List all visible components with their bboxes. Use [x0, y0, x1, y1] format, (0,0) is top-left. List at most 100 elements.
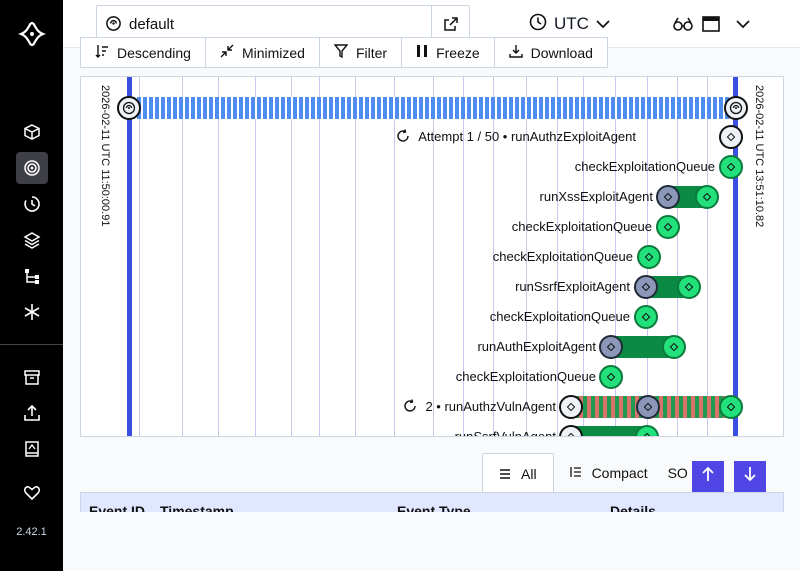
- event-label[interactable]: checkExploitationQueue: [575, 159, 715, 174]
- event-start-node[interactable]: [599, 335, 623, 359]
- freeze-button[interactable]: Freeze: [402, 38, 495, 67]
- diamond-icon: [684, 282, 694, 292]
- event-timeline: 2026-02-11 UTC 11:50:00.91 2026-02-11 UT…: [80, 76, 784, 437]
- scroll-down-button[interactable]: [734, 461, 766, 492]
- event-end-node[interactable]: [719, 125, 743, 149]
- diamond-icon: [669, 342, 679, 352]
- minimized-label: Minimized: [241, 44, 305, 61]
- compact-list-icon: [569, 465, 582, 481]
- timeline-gridline: [433, 77, 434, 436]
- download-icon: [508, 44, 523, 61]
- upload-icon[interactable]: [16, 397, 48, 429]
- layers-icon[interactable]: [16, 224, 48, 256]
- open-external-icon[interactable]: [431, 6, 469, 41]
- view-all-button[interactable]: All: [482, 453, 554, 493]
- event-label-text: checkExploitationQueue: [489, 309, 630, 324]
- diamond-icon: [726, 132, 736, 142]
- sort-descending-icon: [95, 44, 109, 61]
- event-label[interactable]: checkExploitationQueue: [493, 249, 633, 264]
- event-label-text: checkExploitationQueue: [511, 219, 652, 234]
- workflow-node-icon[interactable]: [724, 96, 748, 120]
- view-toggle: All Compact SO: [482, 453, 704, 493]
- glasses-icon[interactable]: [671, 12, 695, 36]
- timezone-selector[interactable]: UTC: [529, 10, 610, 38]
- tree-icon[interactable]: [16, 260, 48, 292]
- view-compact-label: Compact: [591, 465, 648, 481]
- event-label-text: checkExploitationQueue: [574, 159, 715, 174]
- event-duration-bar: [571, 426, 647, 436]
- diamond-icon: [726, 402, 736, 412]
- chevron-down-icon: [596, 14, 610, 34]
- diamond-icon: [663, 222, 673, 232]
- event-label[interactable]: runSsrfVulnAgent: [454, 429, 556, 437]
- view-compact-button[interactable]: Compact: [554, 453, 664, 493]
- clock-icon[interactable]: [16, 188, 48, 220]
- filter-label: Filter: [355, 44, 388, 61]
- diamond-icon: [606, 342, 616, 352]
- scroll-up-button[interactable]: [692, 461, 724, 492]
- diamond-icon: [606, 372, 616, 382]
- diamond-icon: [663, 192, 673, 202]
- timeline-end-label: 2026-02-11 UTC 13:51:10.82: [753, 85, 765, 228]
- event-end-node[interactable]: [656, 215, 680, 239]
- filter-icon: [333, 44, 349, 61]
- diamond-icon: [643, 402, 653, 412]
- minimized-button[interactable]: Minimized: [206, 38, 320, 67]
- event-label[interactable]: checkExploitationQueue: [456, 369, 596, 384]
- event-label-text: Attempt 1 / 50 • runAuthzExploitAgent: [418, 129, 636, 144]
- window-icon[interactable]: [699, 12, 723, 36]
- view-json-button[interactable]: SO: [664, 453, 704, 493]
- clock-icon: [529, 13, 547, 36]
- event-end-node[interactable]: [719, 155, 743, 179]
- sidebar-divider: [0, 344, 63, 345]
- diamond-icon: [644, 252, 654, 262]
- archive-icon[interactable]: [16, 361, 48, 393]
- descending-button[interactable]: Descending: [81, 38, 206, 67]
- event-start-node[interactable]: [656, 185, 680, 209]
- list-icon: [499, 466, 511, 482]
- event-end-node[interactable]: [599, 365, 623, 389]
- event-label[interactable]: checkExploitationQueue: [490, 309, 630, 324]
- event-end-node[interactable]: [559, 395, 583, 419]
- event-label[interactable]: checkExploitationQueue: [512, 219, 652, 234]
- event-start-node[interactable]: [634, 275, 658, 299]
- timeline-gridline: [394, 77, 395, 436]
- timeline-gridline: [182, 77, 183, 436]
- event-end-node[interactable]: [719, 395, 743, 419]
- event-label[interactable]: runXssExploitAgent: [540, 189, 653, 204]
- workflow-bar: [131, 97, 733, 119]
- timeline-end-marker: [733, 77, 738, 436]
- book-icon[interactable]: [16, 433, 48, 465]
- download-label: Download: [530, 44, 593, 61]
- event-end-node[interactable]: [662, 335, 686, 359]
- workflow-node-icon[interactable]: [117, 96, 141, 120]
- event-end-node[interactable]: [695, 185, 719, 209]
- event-end-node[interactable]: [635, 425, 659, 436]
- event-start-node[interactable]: [636, 395, 660, 419]
- event-label-text: runSsrfExploitAgent: [515, 279, 630, 294]
- timeline-gridline: [557, 77, 558, 436]
- filter-button[interactable]: Filter: [320, 38, 403, 67]
- event-label[interactable]: 2 • runAuthzVulnAgent: [403, 399, 556, 414]
- temporal-logo-icon[interactable]: [16, 18, 48, 50]
- event-label-text: runSsrfVulnAgent: [454, 429, 556, 437]
- timeline-gridline: [615, 77, 616, 436]
- spiral-icon[interactable]: [16, 152, 48, 184]
- event-end-node[interactable]: [677, 275, 701, 299]
- event-end-node[interactable]: [634, 305, 658, 329]
- event-label[interactable]: Attempt 1 / 50 • runAuthzExploitAgent: [396, 129, 636, 144]
- asterisk-icon[interactable]: [16, 296, 48, 328]
- minimize-icon: [220, 44, 234, 61]
- download-button[interactable]: Download: [495, 38, 607, 67]
- event-duration-bar: [611, 336, 674, 358]
- retry-icon: [403, 399, 417, 414]
- heart-icon[interactable]: [16, 477, 48, 509]
- diamond-icon: [566, 432, 576, 436]
- chevron-down-icon[interactable]: [731, 12, 755, 36]
- event-label[interactable]: runAuthExploitAgent: [477, 339, 596, 354]
- cube-icon[interactable]: [16, 116, 48, 148]
- event-end-node[interactable]: [637, 245, 661, 269]
- event-label[interactable]: runSsrfExploitAgent: [515, 279, 630, 294]
- timezone-value: UTC: [554, 14, 589, 33]
